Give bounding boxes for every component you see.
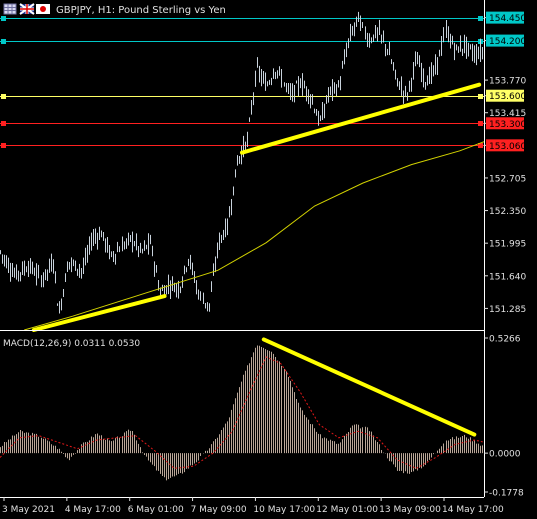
price-level-handle[interactable] — [1, 143, 6, 148]
time-tick-label: 12 May 01:00 — [316, 505, 378, 515]
macd-tick-label: 0.5266 — [489, 335, 521, 345]
price-candles — [0, 11, 485, 314]
time-tick-label: 10 May 17:00 — [253, 505, 315, 515]
macd-axis: 0.5266 0.0000 -0.1778 — [484, 335, 524, 499]
price-level-label-box — [486, 139, 524, 152]
time-tick-label: 13 May 09:00 — [379, 505, 441, 515]
price-level-handle[interactable] — [478, 121, 483, 126]
time-tick-label: 3 May 2021 — [2, 505, 55, 515]
price-level-handle[interactable] — [1, 39, 6, 44]
price-tick-label: 151.640 — [489, 272, 526, 282]
moving-average-line — [24, 141, 485, 331]
price-tick-label: 153.415 — [489, 109, 526, 119]
price-trendlines — [31, 82, 482, 332]
time-axis: 3 May 2021 4 May 17:00 6 May 01:00 7 May 09… — [2, 497, 504, 515]
price-panel[interactable] — [0, 11, 485, 332]
price-tick-label: 151.995 — [489, 240, 526, 250]
price-tick-label: 153.060 — [489, 142, 526, 152]
macd-title: MACD(12,26,9) 0.0311 0.0530 — [3, 339, 140, 349]
flag-uk-icon — [19, 3, 35, 15]
macd-tick-label: 0.0000 — [489, 450, 521, 460]
macd-trendlines — [261, 337, 477, 437]
price-level-handle[interactable] — [1, 94, 6, 99]
price-tick-label: 153.770 — [489, 77, 526, 87]
price-level-handle[interactable] — [478, 143, 483, 148]
chart-title: GBPJPY, H1: Pound Sterling vs Yen — [56, 5, 226, 16]
macd-tick-label: -0.1778 — [489, 489, 524, 499]
macd-trendline[interactable] — [261, 337, 477, 437]
chart-grid-icon[interactable] — [3, 3, 17, 15]
price-tick-label: 154.200 — [489, 37, 526, 47]
time-tick-label: 14 May 17:00 — [442, 505, 504, 515]
price-level-handle[interactable] — [478, 16, 483, 21]
price-level-label-box — [486, 34, 524, 47]
price-level-label-box — [486, 11, 524, 24]
macd-signal-line — [0, 356, 485, 469]
chart-header: GBPJPY, H1: Pound Sterling vs Yen — [3, 3, 226, 16]
time-tick-label: 7 May 09:00 — [191, 505, 247, 515]
time-tick-label: 4 May 17:00 — [65, 505, 121, 515]
price-level-label-box — [486, 117, 524, 130]
price-axis: 154.450 154.200 153.770 153.600 153.415153.3… — [484, 11, 526, 315]
price-trendline[interactable] — [31, 294, 167, 332]
macd-panel[interactable]: MACD(12,26,9) 0.0311 0.0530 — [0, 337, 485, 481]
price-tick-label: 151.285 — [489, 305, 526, 315]
price-tick-label: 153.600 — [489, 92, 526, 102]
price-level-handle[interactable] — [1, 121, 6, 126]
time-tick-label: 6 May 01:00 — [128, 505, 184, 515]
price-tick-label: 152.705 — [489, 174, 526, 184]
price-trendline[interactable] — [240, 82, 482, 155]
price-level-handle[interactable] — [1, 16, 6, 21]
price-tick-label: 153.300 — [489, 120, 526, 130]
price-tick-label: 152.350 — [489, 207, 526, 217]
macd-histogram — [0, 345, 485, 481]
price-tick-label: 154.450 — [489, 14, 526, 24]
price-level-handle[interactable] — [478, 94, 483, 99]
price-level-label-box — [486, 89, 524, 102]
flag-japan-icon — [36, 4, 50, 14]
